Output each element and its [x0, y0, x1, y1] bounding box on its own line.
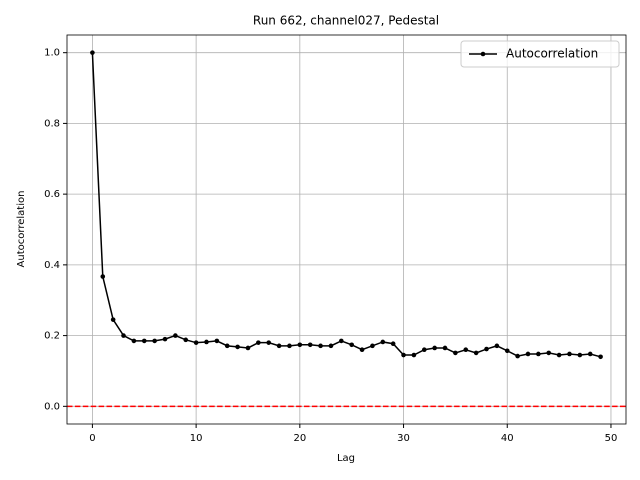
x-tick-label: 10 — [190, 433, 203, 444]
data-point — [370, 343, 375, 349]
data-point — [235, 344, 240, 350]
x-tick-label: 0 — [89, 433, 95, 444]
data-point — [525, 351, 531, 357]
data-point — [307, 342, 313, 348]
data-point — [214, 338, 220, 344]
data-point — [110, 317, 116, 322]
data-point — [598, 354, 603, 360]
data-point — [245, 345, 251, 351]
data-point — [204, 339, 209, 345]
x-tick-label: 50 — [605, 433, 618, 444]
y-tick-label: 0.2 — [44, 331, 60, 342]
data-point — [504, 348, 510, 354]
data-point — [442, 345, 448, 351]
data-point — [421, 347, 427, 353]
data-point — [453, 350, 458, 356]
data-point — [193, 340, 199, 345]
data-point — [256, 340, 261, 345]
y-tick-label: 1.0 — [44, 48, 60, 59]
data-point — [349, 342, 354, 348]
data-point — [162, 336, 168, 342]
legend-marker — [480, 51, 486, 57]
chart-title: Run 662, channel027, Pedestal — [253, 14, 439, 28]
data-point — [473, 350, 479, 356]
data-point — [577, 352, 583, 358]
legend: Autocorrelation — [460, 40, 620, 68]
data-point — [432, 345, 437, 351]
y-tick-label: 0.0 — [44, 401, 60, 412]
data-point — [276, 343, 282, 349]
data-point — [494, 343, 500, 349]
data-point — [536, 351, 541, 357]
data-point — [90, 50, 95, 55]
legend-box — [460, 40, 620, 68]
data-point — [287, 343, 292, 349]
data-point — [297, 342, 303, 348]
data-point — [318, 343, 323, 349]
data-point — [380, 339, 386, 345]
data-point — [515, 353, 520, 359]
data-point — [328, 343, 334, 349]
data-point — [131, 338, 137, 344]
data-point — [152, 338, 157, 344]
x-tick-label: 40 — [501, 433, 514, 444]
data-point — [100, 274, 106, 279]
data-point — [484, 346, 489, 352]
data-point — [183, 337, 189, 343]
data-point — [339, 338, 344, 344]
x-axis-label: Lag — [337, 453, 355, 464]
legend-label: Autocorrelation — [506, 47, 598, 61]
y-tick-label: 0.6 — [44, 189, 60, 200]
data-point — [121, 333, 126, 338]
data-point — [463, 347, 469, 353]
data-point — [390, 341, 396, 347]
x-tick-label: 20 — [293, 433, 306, 444]
data-point — [411, 352, 417, 358]
y-tick-label: 0.8 — [44, 118, 60, 129]
data-point — [401, 352, 406, 358]
plot-frame — [66, 34, 627, 425]
y-tick-label: 0.4 — [44, 260, 60, 271]
data-point — [266, 340, 272, 345]
data-point — [141, 338, 147, 344]
data-point — [567, 351, 572, 357]
data-point — [224, 343, 230, 349]
x-tick-label: 30 — [397, 433, 410, 444]
data-point — [556, 352, 562, 358]
data-point — [587, 351, 593, 357]
y-axis-label: Autocorrelation — [16, 191, 27, 268]
data-point — [173, 333, 178, 338]
data-point — [359, 347, 365, 353]
data-point — [546, 350, 552, 356]
